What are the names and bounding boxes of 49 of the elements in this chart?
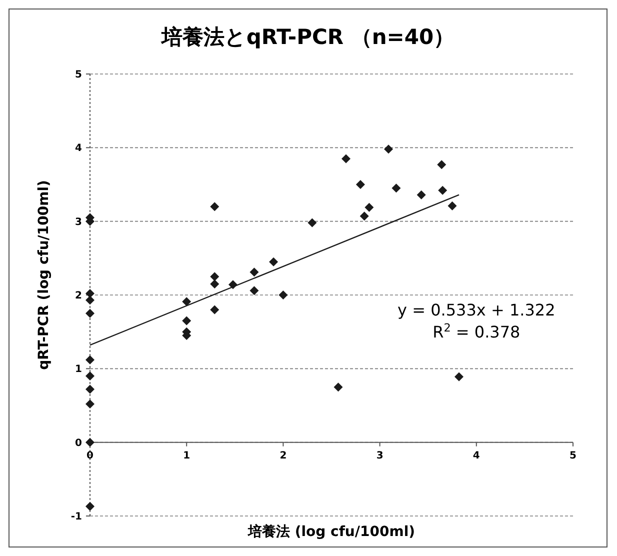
point [86, 355, 94, 364]
point [86, 400, 94, 409]
y-tick-label: 1 [75, 364, 82, 376]
x-tick-label: 0 [86, 450, 94, 462]
x-tick-label: 5 [570, 450, 577, 462]
point [416, 190, 426, 200]
point [308, 218, 317, 228]
point [210, 202, 220, 212]
x-tick-label: 3 [376, 450, 384, 462]
point [269, 257, 278, 266]
point [438, 186, 448, 195]
point [392, 184, 401, 193]
x-tick-label: 1 [183, 450, 190, 462]
y-axis-title: qRT-PCR (log cfu/100ml) [36, 180, 52, 370]
point [341, 154, 350, 164]
point [86, 308, 94, 318]
point [454, 372, 464, 382]
point [278, 290, 288, 300]
y-tick-label: 2 [75, 290, 82, 302]
point [360, 212, 369, 221]
point [86, 384, 94, 394]
y-tick-label: 4 [75, 143, 82, 154]
chart-title: 培養法とqRT-PCR （n=40） [160, 25, 455, 49]
point [250, 286, 259, 296]
annotation: R$^{2}$ = 0.378 [432, 321, 520, 342]
y-tick-label: 0 [75, 438, 82, 449]
point [210, 279, 220, 288]
point [364, 202, 374, 212]
point [210, 272, 220, 282]
point [86, 438, 94, 447]
point [86, 502, 94, 511]
point [384, 144, 393, 154]
x-axis-title: 培養法 (log cfu/100ml) [246, 523, 416, 540]
y-tick-label: -1 [70, 512, 82, 522]
point [86, 296, 94, 305]
point [356, 180, 365, 189]
annotation: y = 0.533x + 1.322 [398, 300, 556, 320]
point [448, 201, 457, 210]
x-tick-label: 4 [472, 450, 480, 462]
x-tick-label: 2 [280, 450, 287, 462]
point [250, 268, 259, 277]
point [182, 316, 192, 326]
point [437, 160, 446, 170]
point [210, 305, 220, 314]
point [334, 382, 343, 392]
y-tick-label: 5 [75, 70, 82, 80]
point [182, 297, 192, 306]
y-tick-label: 3 [75, 216, 82, 228]
point [86, 372, 94, 381]
